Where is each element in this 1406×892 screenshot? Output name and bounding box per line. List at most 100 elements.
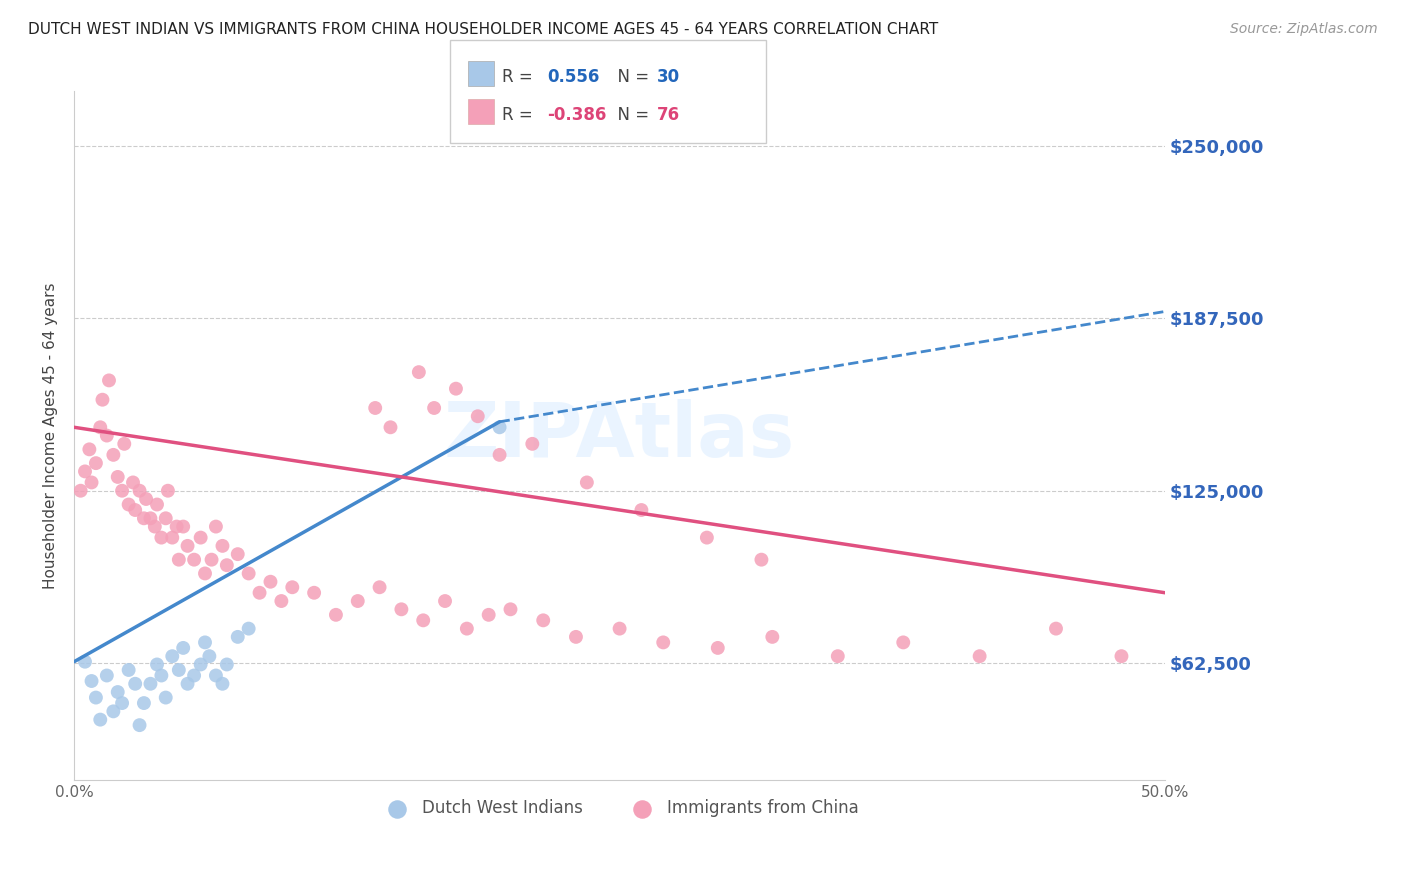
Point: [172, 640, 194, 655]
Point: [238, 566, 260, 581]
Point: [79, 442, 101, 457]
Point: [238, 622, 260, 636]
Point: [117, 663, 139, 677]
Text: 0.556: 0.556: [547, 69, 599, 87]
Point: [111, 696, 134, 710]
Point: [117, 498, 139, 512]
Point: [969, 649, 991, 664]
Point: [194, 566, 217, 581]
Point: [150, 531, 173, 545]
Point: [139, 677, 162, 691]
Point: [325, 607, 347, 622]
Text: N =: N =: [607, 106, 655, 124]
Point: [96, 428, 118, 442]
Point: [103, 448, 125, 462]
Point: [190, 531, 212, 545]
Point: [205, 668, 228, 682]
Point: [211, 539, 233, 553]
Point: [132, 696, 155, 710]
Point: [135, 491, 157, 506]
Point: [226, 547, 249, 561]
Point: [412, 613, 434, 627]
Point: [215, 657, 238, 672]
Point: [423, 401, 446, 415]
Point: [107, 685, 129, 699]
Point: [166, 519, 188, 533]
Point: [1045, 622, 1067, 636]
Text: R =: R =: [502, 106, 538, 124]
Point: [891, 635, 914, 649]
Point: [467, 409, 489, 424]
Text: N =: N =: [607, 69, 655, 87]
Text: ZIPAtlas: ZIPAtlas: [444, 399, 796, 473]
Point: [609, 622, 631, 636]
Point: [73, 464, 96, 478]
Text: R =: R =: [502, 69, 538, 87]
Point: [128, 718, 150, 732]
Point: [652, 635, 675, 649]
Point: [176, 539, 198, 553]
Point: [249, 586, 271, 600]
Point: [761, 630, 783, 644]
Point: [408, 365, 430, 379]
Text: -0.386: -0.386: [547, 106, 606, 124]
Text: 76: 76: [657, 106, 679, 124]
Point: [389, 602, 412, 616]
Point: [198, 649, 221, 664]
Point: [128, 483, 150, 498]
Point: [112, 437, 135, 451]
Point: [259, 574, 281, 589]
Point: [103, 704, 125, 718]
Point: [155, 511, 177, 525]
Point: [200, 552, 222, 566]
Point: [488, 420, 510, 434]
Y-axis label: Householder Income Ages 45 - 64 years: Householder Income Ages 45 - 64 years: [44, 282, 58, 589]
Point: [183, 552, 205, 566]
Point: [162, 649, 184, 664]
Point: [80, 475, 103, 490]
Point: [215, 558, 238, 573]
Point: [167, 663, 190, 677]
Point: [270, 594, 292, 608]
Point: [302, 586, 325, 600]
Point: [364, 401, 387, 415]
Point: [696, 531, 718, 545]
Point: [751, 552, 773, 566]
Point: [84, 690, 107, 705]
Point: [162, 531, 184, 545]
Point: [122, 475, 145, 490]
Point: [96, 668, 118, 682]
Point: [111, 483, 134, 498]
Point: [89, 713, 111, 727]
Point: [488, 448, 510, 462]
Point: [190, 657, 212, 672]
Point: [499, 602, 522, 616]
Point: [150, 668, 173, 682]
Text: Source: ZipAtlas.com: Source: ZipAtlas.com: [1230, 22, 1378, 37]
Point: [143, 519, 166, 533]
Point: [565, 630, 588, 644]
Point: [827, 649, 849, 664]
Point: [155, 690, 177, 705]
Point: [531, 613, 554, 627]
Point: [226, 630, 249, 644]
Point: [139, 511, 162, 525]
Point: [281, 580, 304, 594]
Point: [434, 594, 457, 608]
Point: [346, 594, 368, 608]
Point: [205, 519, 228, 533]
Point: [124, 503, 146, 517]
Point: [575, 475, 598, 490]
Point: [156, 483, 179, 498]
Point: [478, 607, 501, 622]
Point: [183, 668, 205, 682]
Point: [146, 498, 169, 512]
Point: [368, 580, 391, 594]
Point: [98, 373, 121, 387]
Point: [211, 677, 233, 691]
Point: [132, 511, 155, 525]
Point: [80, 673, 103, 688]
Point: [84, 456, 107, 470]
Point: [522, 437, 544, 451]
Point: [172, 519, 194, 533]
